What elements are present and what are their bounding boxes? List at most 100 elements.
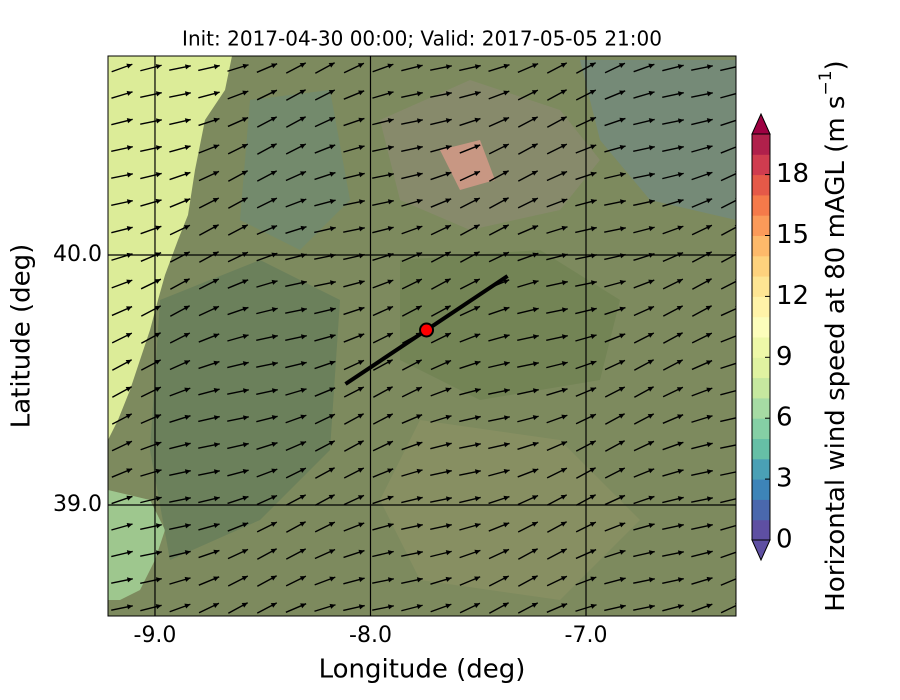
arrow-head [329,307,336,313]
arrow-head [647,441,654,446]
arrow-head [474,549,481,555]
wind-arrow [488,495,510,505]
arrow-head [677,523,684,529]
arrow-head [561,387,568,393]
wind-arrow [285,170,307,182]
wind-arrow [546,116,568,128]
arrow-head [213,496,220,502]
wind-arrow [256,307,278,315]
wind-arrow [227,442,249,450]
arrow-head [676,305,683,311]
wind-arrow [140,550,162,557]
y-axis-label: Latitude (deg) [7,244,37,429]
wind-arrow [401,468,423,477]
arrow-head [241,602,248,608]
wind-arrow [111,226,133,234]
arrow-head [155,64,162,70]
arrow-head [387,63,394,69]
wind-arrow [691,332,713,344]
colorbar-tick-label: 0 [776,525,793,555]
wind-arrow [633,145,655,152]
arrow-head [213,171,220,177]
wind-arrow [372,332,394,344]
wind-arrow [401,64,423,72]
arrow-head [387,522,394,528]
arrow-head [184,198,191,204]
arrow-head [271,495,278,501]
arrow-head [619,333,626,339]
arrow-head [474,64,481,70]
arrow-head [271,279,278,285]
arrow-head [357,440,364,446]
colorbar-extend-over [751,112,771,135]
arrow-head [503,90,510,96]
arrow-head [126,468,133,474]
arrow-head [300,441,307,447]
wind-arrow [459,305,481,317]
wind-arrow [691,171,713,181]
arrow-head [358,306,365,312]
wind-arrow [285,361,307,369]
arrow-head [183,333,190,338]
arrow-head [503,469,510,475]
arrow-head [213,522,220,528]
arrow-head [473,278,480,284]
wind-arrow [517,197,539,209]
colorbar-label-main: Horizontal wind speed at 80 mAGL (m s [821,96,851,612]
arrow-head [212,251,219,257]
wind-arrow [691,576,713,585]
wind-arrow [227,602,249,614]
arrow-head [213,333,220,339]
wind-arrow [111,359,133,371]
wind-arrow [430,550,452,558]
wind-arrow [169,442,191,450]
arrow-head [184,523,191,529]
wind-arrow [169,198,191,208]
arrow-head [706,387,713,393]
arrow-head [242,63,249,69]
wind-arrow [430,359,452,371]
arrow-head [387,172,394,178]
wind-arrow [459,576,481,586]
wind-arrow [140,441,162,451]
arrow-head [532,334,539,340]
arrow-head [677,577,684,583]
arrow-head [531,548,538,554]
wind-arrow [488,415,510,422]
arrow-head [416,577,423,583]
arrow-head [473,306,480,312]
wind-arrow [604,226,626,233]
arrow-head [560,494,567,500]
wind-arrow [517,494,539,506]
wind-arrow [430,305,452,317]
wind-arrow [140,145,162,152]
wind-arrow [546,361,568,369]
wind-arrow [517,415,539,423]
wind-arrow [518,575,538,587]
arrow-head [184,144,191,151]
wind-arrow [459,170,481,182]
wind-arrow [662,386,684,398]
arrow-head [705,305,712,311]
wind-arrow [111,145,133,152]
arrow-head [329,603,336,609]
wind-arrow [343,467,365,479]
wind-arrow [343,280,365,288]
arrow-head [416,550,423,556]
arrow-head [155,441,162,447]
wind-arrow [633,90,655,99]
arrow-head [648,522,655,529]
arrow-head [706,64,713,70]
arrow-head [213,469,220,475]
wind-arrow [401,278,423,290]
wind-arrow [662,414,684,424]
arrow-head [299,468,306,473]
arrow-head [735,442,736,443]
arrow-head [474,415,481,421]
wind-arrow [430,224,452,236]
wind-arrow [314,307,336,315]
arrow-head [126,226,133,232]
wind-arrow [691,603,713,613]
arrow-head [445,603,452,609]
